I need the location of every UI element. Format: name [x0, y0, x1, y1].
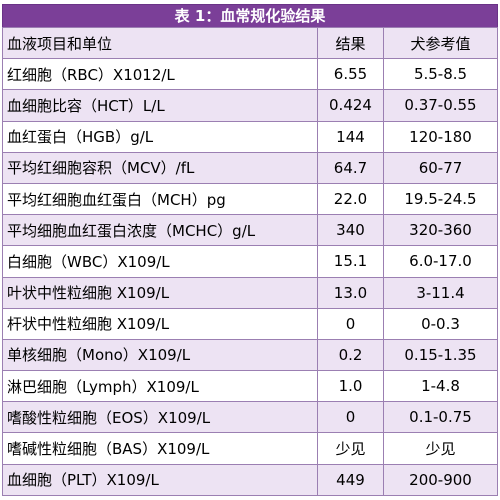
- item-cell: 单核细胞（Mono）X109/L: [2, 338, 318, 372]
- table-title: 表 1：血常规化验结果: [2, 4, 498, 27]
- table-row: 单核细胞（Mono）X109/L 0.2 0.15-1.35: [2, 338, 498, 372]
- result-cell: 0.2: [317, 338, 384, 372]
- result-cell: 144: [317, 120, 384, 153]
- reference-cell: 19.5-24.5: [383, 182, 498, 216]
- reference-cell: 3-11.4: [383, 276, 498, 309]
- reference-cell: 320-360: [383, 214, 498, 247]
- reference-cell: 5.5-8.5: [383, 58, 498, 91]
- table-header-row: 血液项目和单位 结果 犬参考值: [2, 26, 498, 60]
- item-cell: 平均红细胞容积（MCV）/fL: [2, 151, 318, 184]
- item-cell: 红细胞（RBC）X1012/L: [2, 58, 318, 91]
- table-row: 杆状中性粒细胞 X109/L 0 0-0.3: [2, 307, 498, 340]
- result-cell: 0.424: [317, 89, 384, 122]
- item-cell: 白细胞（WBC）X109/L: [2, 245, 318, 278]
- item-cell: 血细胞（PLT）X109/L: [2, 463, 318, 496]
- table-row: 白细胞（WBC）X109/L 15.1 6.0-17.0: [2, 245, 498, 278]
- table-row: 嗜酸性粒细胞（EOS）X109/L 0 0.1-0.75: [2, 401, 498, 434]
- results-table-container: 表 1：血常规化验结果 血液项目和单位 结果 犬参考值 红细胞（RBC）X101…: [2, 4, 498, 496]
- result-cell: 少见: [317, 432, 384, 465]
- table-row: 淋巴细胞（Lymph）X109/L 1.0 1-4.8: [2, 370, 498, 403]
- column-header-result: 结果: [317, 26, 384, 60]
- item-cell: 叶状中性粒细胞 X109/L: [2, 276, 318, 309]
- result-cell: 449: [317, 463, 384, 496]
- item-cell: 嗜碱性粒细胞（BAS）X109/L: [2, 432, 318, 465]
- result-cell: 340: [317, 214, 384, 247]
- table-row: 平均红细胞血红蛋白（MCH）pg 22.0 19.5-24.5: [2, 182, 498, 216]
- result-cell: 13.0: [317, 276, 384, 309]
- reference-cell: 0.1-0.75: [383, 401, 498, 434]
- item-cell: 血红蛋白（HGB）g/L: [2, 120, 318, 153]
- result-cell: 1.0: [317, 370, 384, 403]
- table-row: 血红蛋白（HGB）g/L 144 120-180: [2, 120, 498, 153]
- reference-cell: 0-0.3: [383, 307, 498, 340]
- reference-cell: 200-900: [383, 463, 498, 496]
- result-cell: 6.55: [317, 58, 384, 91]
- item-cell: 嗜酸性粒细胞（EOS）X109/L: [2, 401, 318, 434]
- result-cell: 0: [317, 307, 384, 340]
- item-cell: 平均红细胞血红蛋白（MCH）pg: [2, 182, 318, 216]
- blood-test-table: 表 1：血常规化验结果 血液项目和单位 结果 犬参考值 红细胞（RBC）X101…: [2, 4, 498, 496]
- table-row: 红细胞（RBC）X1012/L 6.55 5.5-8.5: [2, 58, 498, 91]
- table-row: 嗜碱性粒细胞（BAS）X109/L 少见 少见: [2, 432, 498, 465]
- table-row: 血细胞比容（HCT）L/L 0.424 0.37-0.55: [2, 89, 498, 122]
- reference-cell: 6.0-17.0: [383, 245, 498, 278]
- reference-cell: 0.15-1.35: [383, 338, 498, 372]
- reference-cell: 120-180: [383, 120, 498, 153]
- table-row: 平均红细胞容积（MCV）/fL 64.7 60-77: [2, 151, 498, 184]
- item-cell: 杆状中性粒细胞 X109/L: [2, 307, 318, 340]
- column-header-item: 血液项目和单位: [2, 26, 318, 60]
- item-cell: 血细胞比容（HCT）L/L: [2, 89, 318, 122]
- item-cell: 淋巴细胞（Lymph）X109/L: [2, 370, 318, 403]
- reference-cell: 1-4.8: [383, 370, 498, 403]
- item-cell: 平均细胞血红蛋白浓度（MCHC）g/L: [2, 214, 318, 247]
- table-row: 平均细胞血红蛋白浓度（MCHC）g/L 340 320-360: [2, 214, 498, 247]
- result-cell: 22.0: [317, 182, 384, 216]
- column-header-reference: 犬参考值: [383, 26, 498, 60]
- table-row: 叶状中性粒细胞 X109/L 13.0 3-11.4: [2, 276, 498, 309]
- result-cell: 0: [317, 401, 384, 434]
- reference-cell: 0.37-0.55: [383, 89, 498, 122]
- reference-cell: 60-77: [383, 151, 498, 184]
- result-cell: 15.1: [317, 245, 384, 278]
- result-cell: 64.7: [317, 151, 384, 184]
- table-row: 血细胞（PLT）X109/L 449 200-900: [2, 463, 498, 496]
- reference-cell: 少见: [383, 432, 498, 465]
